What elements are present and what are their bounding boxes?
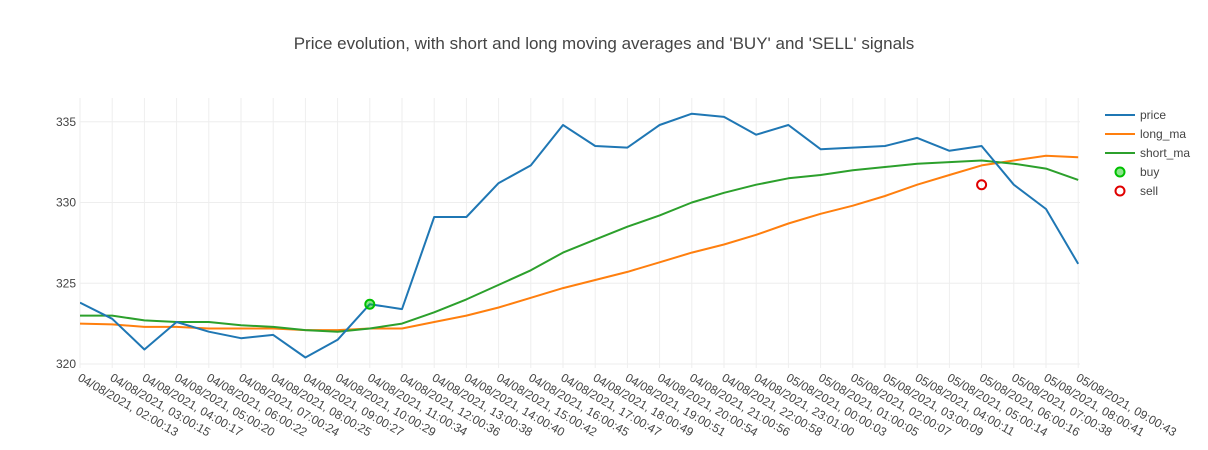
legend-label: buy [1140, 165, 1159, 179]
y-tick-label: 320 [56, 357, 76, 371]
series-layer [80, 112, 1080, 359]
legend-label: sell [1140, 184, 1158, 198]
y-tick-label: 325 [56, 276, 76, 290]
series-line-short_ma [80, 159, 1079, 333]
series-line-price [80, 112, 1080, 359]
signal-layer [364, 179, 988, 310]
legend-item-buy[interactable]: buy [1114, 165, 1160, 179]
legend-label: short_ma [1140, 146, 1190, 160]
y-axis-ticks: 320 325 330 335 [56, 115, 76, 371]
legend-item-short-ma[interactable]: short_ma [1105, 146, 1190, 160]
y-tick-label: 335 [56, 115, 76, 129]
sell-signal-marker [976, 179, 988, 191]
buy-signal-marker [364, 298, 376, 310]
legend-item-sell[interactable]: sell [1114, 184, 1159, 198]
chart-title: Price evolution, with short and long mov… [293, 34, 915, 53]
legend-marker [1114, 185, 1126, 197]
y-tick-label: 330 [56, 196, 76, 210]
legend-marker [1114, 166, 1126, 178]
legend-item-price[interactable]: price [1105, 108, 1166, 122]
legend-item-long-ma[interactable]: long_ma [1105, 127, 1186, 141]
legend-label: price [1140, 108, 1166, 122]
series-line-long_ma [80, 154, 1079, 332]
legend-label: long_ma [1140, 127, 1186, 141]
